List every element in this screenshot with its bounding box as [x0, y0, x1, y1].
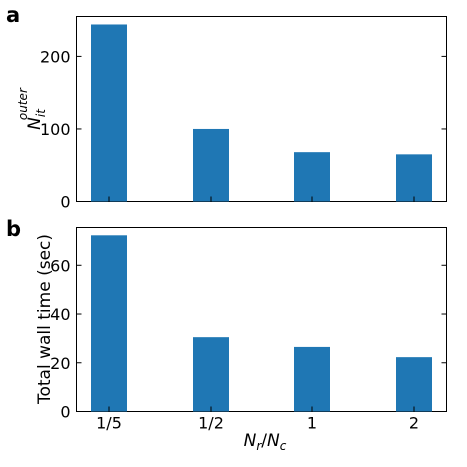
x-axis-label-sep: /	[261, 431, 267, 451]
x-axis-label-num: N	[244, 431, 257, 451]
y-axis-label-a: Nitouter	[16, 87, 48, 130]
panel-label-a: a	[6, 3, 20, 27]
chart-panel-a: 0 100 200 Nitouter	[16, 16, 447, 212]
bar-a-2	[294, 152, 330, 202]
y-tick-label-a-0: 0	[60, 193, 70, 212]
x-tick-label-2: 1	[307, 414, 317, 433]
y-ticks-b: 0 20 40 60	[50, 256, 447, 422]
x-ticks-a	[108, 196, 415, 202]
x-tick-label-1: 1/2	[198, 414, 224, 433]
bar-b-2	[294, 346, 330, 412]
axes-frame-a	[76, 16, 447, 202]
axes-frame-b	[76, 227, 447, 412]
y-axis-label-b: Total wall time (sec)	[35, 234, 55, 405]
x-axis-label-den: N	[267, 431, 280, 451]
chart-panel-b: 0 20 40 60 1/5 1/2 1 2 Total wall time (sec) N…	[35, 227, 447, 453]
bar-a-1	[193, 128, 229, 202]
x-tick-label-3: 2	[409, 414, 419, 433]
x-axis-label: Nr/Nc	[244, 431, 287, 453]
bar-a-0	[91, 24, 127, 202]
y-ticks-a: 0 100 200	[40, 47, 447, 212]
x-tick-label-0: 1/5	[96, 414, 122, 433]
bar-b-1	[193, 337, 229, 412]
bars-b	[91, 235, 432, 412]
x-ticks-b: 1/5 1/2 1 2	[96, 406, 419, 433]
y-axis-label-a-sub: it	[34, 108, 48, 117]
y-axis-label-a-base: N	[25, 117, 45, 130]
y-tick-label-b-2: 40	[50, 305, 70, 324]
x-axis-label-den-sub: c	[280, 439, 287, 453]
y-tick-label-b-0: 0	[60, 403, 70, 422]
bars-a	[91, 24, 432, 202]
bar-b-0	[91, 235, 127, 412]
y-tick-label-b-3: 60	[50, 256, 70, 275]
bar-b-3	[396, 357, 432, 412]
panel-label-b: b	[6, 217, 21, 241]
bar-a-3	[396, 154, 432, 202]
x-axis-label-num-sub: r	[256, 439, 262, 453]
y-axis-label-a-sup: outer	[16, 87, 30, 120]
y-tick-label-a-2: 200	[40, 47, 71, 66]
y-tick-label-b-1: 20	[50, 354, 70, 373]
y-tick-label-a-1: 100	[40, 120, 71, 139]
